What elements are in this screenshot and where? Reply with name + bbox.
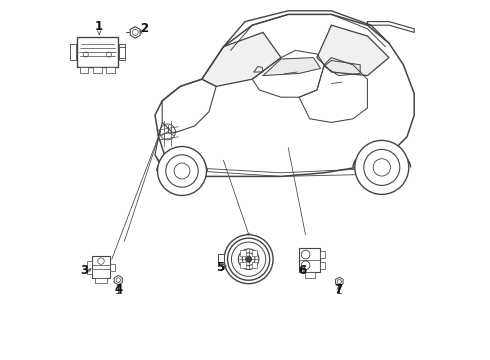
FancyBboxPatch shape (119, 44, 125, 60)
FancyBboxPatch shape (219, 254, 224, 264)
Polygon shape (263, 58, 320, 76)
Circle shape (245, 256, 252, 262)
Circle shape (355, 140, 409, 194)
Circle shape (157, 147, 206, 195)
Polygon shape (324, 60, 360, 76)
FancyBboxPatch shape (240, 251, 245, 256)
FancyBboxPatch shape (92, 256, 110, 278)
Polygon shape (202, 32, 281, 86)
FancyBboxPatch shape (106, 67, 115, 73)
FancyBboxPatch shape (320, 251, 325, 258)
FancyBboxPatch shape (70, 44, 76, 60)
Polygon shape (155, 14, 414, 176)
Polygon shape (317, 25, 389, 76)
FancyBboxPatch shape (240, 262, 245, 268)
Text: 2: 2 (140, 22, 148, 35)
FancyBboxPatch shape (251, 251, 257, 256)
FancyBboxPatch shape (119, 47, 125, 58)
Circle shape (238, 249, 259, 270)
FancyBboxPatch shape (77, 37, 118, 67)
FancyBboxPatch shape (320, 262, 325, 269)
Text: 4: 4 (114, 283, 122, 296)
FancyBboxPatch shape (251, 262, 257, 268)
FancyBboxPatch shape (305, 272, 315, 278)
FancyBboxPatch shape (87, 261, 92, 274)
Text: 3: 3 (80, 264, 88, 276)
Text: 7: 7 (335, 283, 343, 296)
Text: 6: 6 (298, 264, 307, 277)
FancyBboxPatch shape (95, 278, 107, 283)
Text: 5: 5 (216, 261, 224, 274)
FancyBboxPatch shape (93, 67, 102, 73)
Text: 1: 1 (95, 21, 103, 33)
FancyBboxPatch shape (299, 248, 320, 272)
FancyBboxPatch shape (110, 264, 116, 271)
FancyBboxPatch shape (80, 67, 89, 73)
